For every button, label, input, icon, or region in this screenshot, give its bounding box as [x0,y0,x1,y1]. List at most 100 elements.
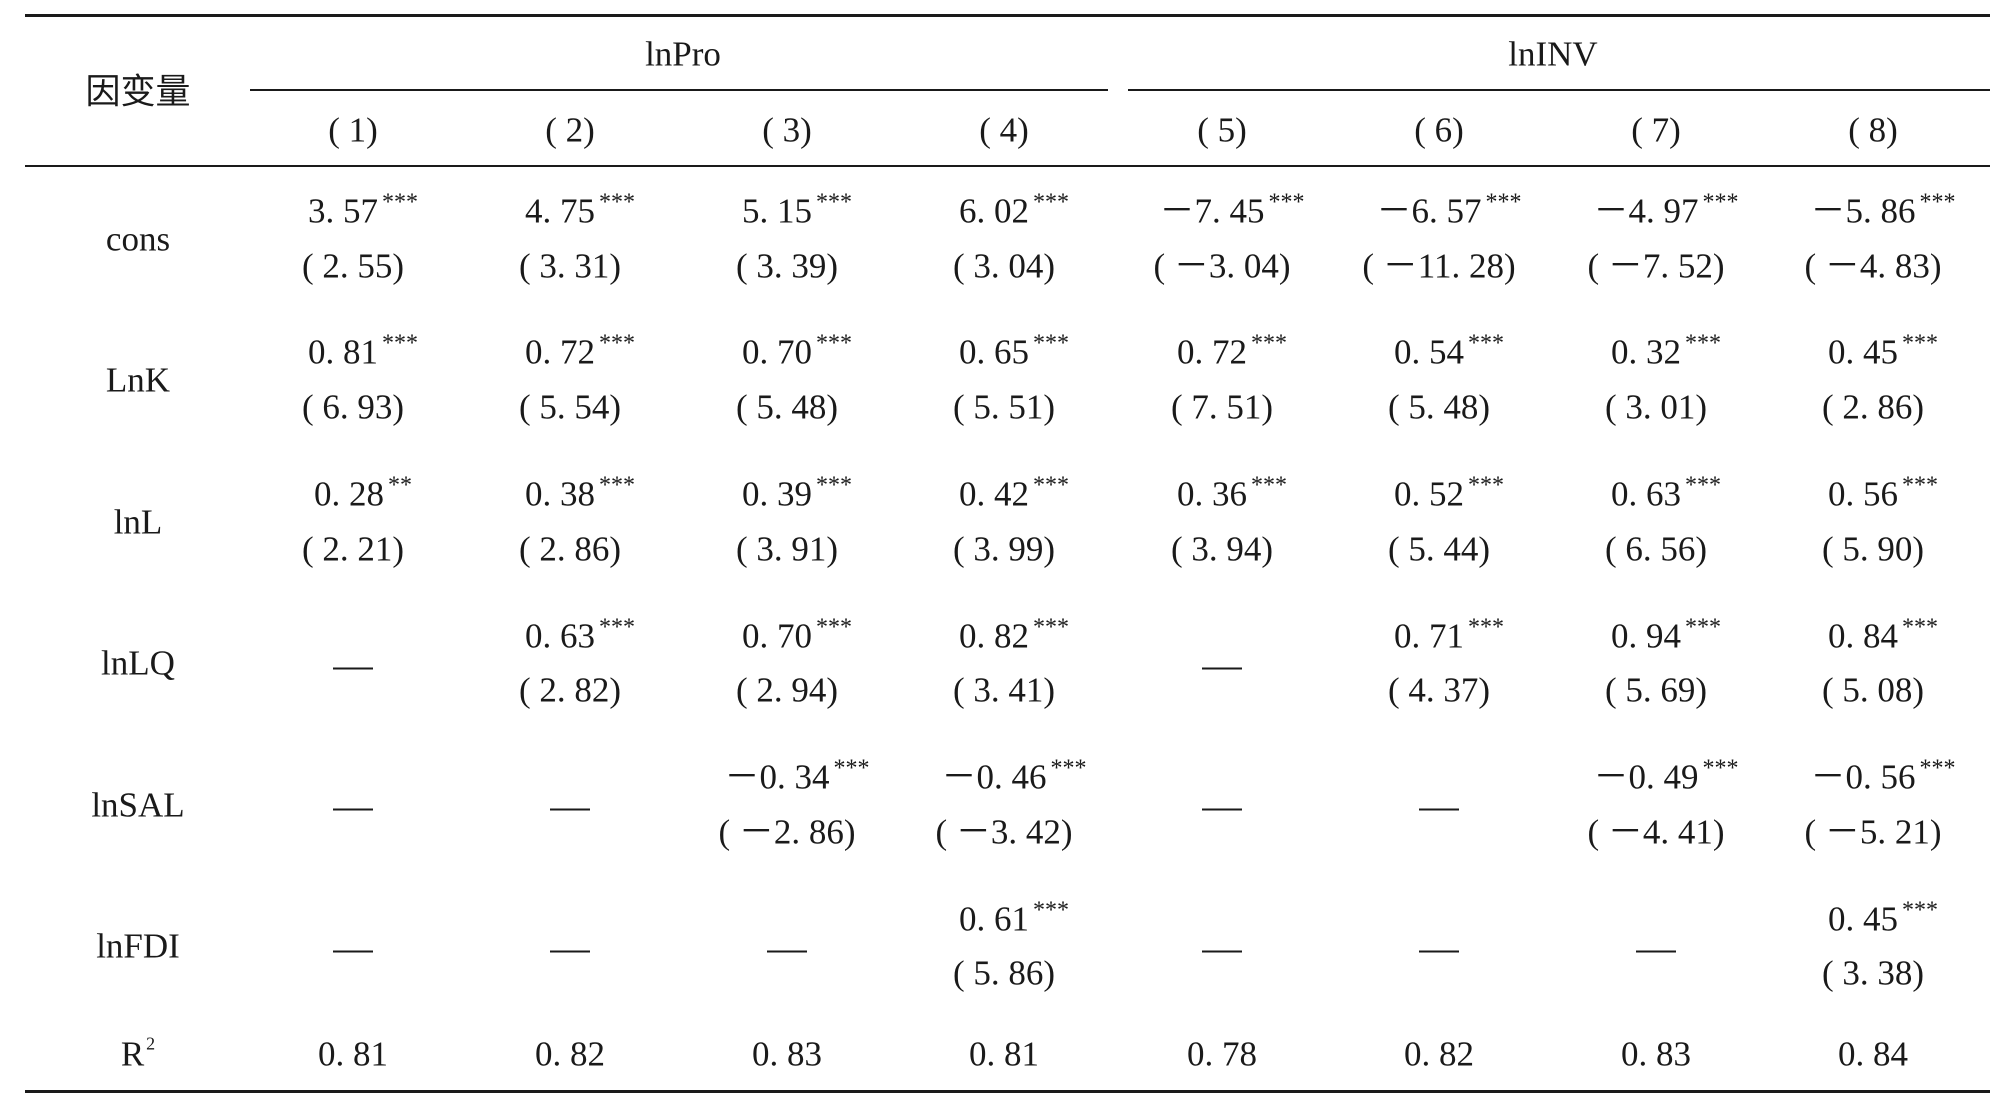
significance-stars: *** [599,189,635,216]
t-statistic-cell: ( 5. 86) [952,953,1056,993]
t-statistic-cell: ( 3. 31) [518,246,622,286]
coefficient-value: 0. 38 [525,474,595,514]
significance-stars: *** [1268,189,1305,216]
coefficient-value: 0. 32 [1611,332,1681,372]
significance-stars: *** [1685,472,1721,499]
t-statistic-cell: ( 5. 69) [1604,670,1708,710]
t-statistic-cell: ( 3. 01) [1604,387,1708,427]
significance-stars: *** [1902,330,1938,357]
t-statistic-cell: ( 5. 90) [1821,529,1925,569]
r-squared-value: 0. 78 [1187,1034,1257,1074]
dash-mark [333,950,373,953]
coefficient-value: 0. 72 [525,332,595,372]
coefficient-cell: 0. 81 *** [308,332,418,370]
coefficient-value: 0. 94 [1611,616,1681,656]
column-header-1: ( 1) [328,110,378,150]
significance-stars: *** [816,330,852,357]
t-statistic-cell: ( 2. 55) [301,246,405,286]
coefficient-value: 0. 61 [959,899,1029,939]
header-bottom-rule [25,165,1990,167]
significance-stars: *** [833,755,870,782]
coefficient-cell: 4. 75 *** [525,191,635,229]
coefficient-cell: 0. 61 *** [959,899,1069,939]
t-statistic-cell: ( 4. 37) [1387,670,1491,710]
t-statistic-cell: ( 2. 94) [735,670,839,710]
empty-cell-dash [333,789,373,824]
t-statistic-cell: ( 5. 48) [1387,387,1491,427]
significance-stars: *** [599,614,635,641]
coefficient-value: 0. 54 [1394,332,1464,372]
dependent-variable-label: 因变量 [85,72,191,112]
t-statistic-cell: ( 3. 99) [952,529,1056,569]
coefficient-value: 0. 45 [1828,332,1898,372]
coefficient-cell: 0. 71 *** [1394,616,1504,654]
t-statistic-cell: ( 2. 82) [518,670,622,710]
coefficient-value: 5. 15 [742,191,812,231]
coefficient-cell: －0. 49 *** [1593,757,1738,797]
dash-mark [1202,808,1242,811]
coefficient-cell: －0. 46 *** [941,757,1086,797]
coefficient-cell: 0. 94 *** [1611,616,1721,656]
coefficient-cell: －0. 34 *** [724,757,869,795]
significance-stars: *** [1468,614,1504,641]
coefficient-value: 0. 70 [742,616,812,656]
t-statistic-cell: ( 7. 51) [1170,387,1274,427]
dash-mark [1636,950,1676,953]
coefficient-cell: 0. 70 *** [742,616,852,656]
coefficient-cell: 5. 15 *** [742,191,852,231]
coefficient-value: －0. 46 [941,757,1047,797]
coefficient-cell: －7. 45 *** [1159,191,1304,229]
empty-cell-dash [333,931,373,966]
t-statistic-cell: ( 5. 44) [1387,529,1491,569]
column-header-4: ( 4) [979,110,1029,150]
coefficient-value: 0. 36 [1177,474,1247,514]
r-squared-value: 0. 81 [969,1034,1039,1074]
r-squared-value: 0. 81 [318,1034,388,1074]
coefficient-value: 0. 63 [525,616,595,656]
coefficient-value: －4. 97 [1593,191,1699,231]
empty-cell-dash [1202,648,1242,683]
coefficient-cell: 0. 42 *** [959,474,1069,512]
significance-stars: *** [1468,330,1504,357]
coefficient-value: －0. 49 [1593,757,1699,797]
t-statistic-cell: ( 2. 86) [518,529,622,569]
significance-stars: *** [599,472,635,499]
significance-stars: *** [1033,330,1069,357]
t-statistic-cell: ( 5. 54) [518,387,622,427]
significance-stars: *** [1919,755,1956,782]
significance-stars: *** [1251,330,1287,357]
coefficient-value: －6. 57 [1376,191,1482,231]
significance-stars: *** [816,472,852,499]
coefficient-cell: 6. 02 *** [959,191,1069,229]
t-statistic-cell: ( －11. 28) [1362,246,1516,286]
coefficient-cell: 0. 82 *** [959,616,1069,654]
significance-stars: *** [1468,472,1504,499]
dash-mark [550,950,590,953]
significance-stars: *** [1485,189,1522,216]
empty-cell-dash [1202,789,1242,824]
column-header-3: ( 3) [762,110,812,150]
significance-stars: *** [599,330,635,357]
r-squared-letter: R [120,1034,145,1074]
empty-cell-dash [550,789,590,824]
coefficient-cell: 0. 38 *** [525,474,635,514]
column-header-5: ( 5) [1197,110,1247,150]
t-statistic-cell: ( 3. 91) [735,529,839,569]
significance-stars: *** [1902,472,1938,499]
empty-cell-dash [1636,931,1676,966]
significance-stars: *** [816,614,852,641]
t-statistic-cell: ( 5. 51) [952,387,1056,427]
row-label-lnfdi: lnFDI [96,926,180,966]
t-statistic-cell: ( －4. 83) [1804,246,1942,286]
dash-mark [550,808,590,811]
coefficient-value: 3. 57 [308,191,378,231]
t-statistic-cell: ( 2. 86) [1821,387,1925,427]
significance-stars: *** [1919,189,1956,216]
group-header-lnpro: lnPro [645,34,721,74]
t-statistic-cell: ( 3. 39) [735,246,839,286]
t-statistic-cell: ( －5. 21) [1804,812,1942,852]
coefficient-cell: 0. 36 *** [1177,474,1287,514]
r-squared-value: 0. 82 [535,1034,605,1074]
coefficient-cell: 0. 63 *** [525,616,635,656]
coefficient-cell: －0. 56 *** [1810,757,1955,795]
